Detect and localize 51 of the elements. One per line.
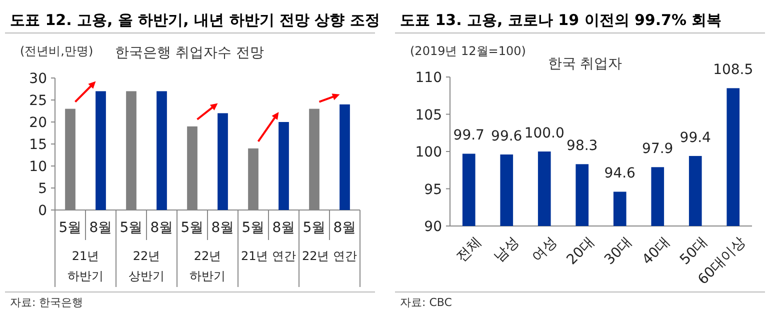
bar (96, 91, 106, 210)
chart-title: 도표 12. 고용, 올 하반기, 내년 하반기 전망 상향 조정 (10, 11, 380, 29)
chart-title: 도표 13. 고용, 코로나 19 이전의 99.7% 회복 (400, 11, 722, 29)
x-tick-label: 5월 (180, 220, 204, 236)
y-tick-label: 105 (415, 107, 442, 124)
data-label: 108.5 (713, 62, 754, 78)
y-tick-label: 95 (424, 182, 442, 198)
x-tick-label: 8월 (272, 220, 296, 236)
y-tick-label: 100 (415, 144, 442, 160)
x-tick-label: 5월 (58, 220, 82, 236)
text: 22년 하반기 (190, 249, 226, 283)
x-tick-label: 여성 (528, 234, 560, 266)
x-tick-label: 5월 (242, 220, 265, 236)
x-tick-label: 8월 (211, 220, 234, 236)
data-label: 99.4 (680, 130, 712, 146)
chart-subtitle: 한국 취업자 (548, 56, 622, 72)
chart-subtitle: 한국은행 취업자수 전망 (115, 45, 264, 61)
x-tick-label: 8월 (89, 220, 112, 236)
data-label: 100.0 (524, 126, 564, 142)
x-tick-label: 전체 (453, 234, 484, 266)
y-tick-label: 15 (29, 137, 47, 153)
text: 자료: 한국은행 (10, 296, 84, 309)
data-label: 94.6 (604, 166, 636, 182)
x-tick-label: 8월 (333, 220, 356, 236)
x-tick-label: 8월 (150, 220, 174, 236)
bar (340, 104, 350, 210)
x-tick-label: 5월 (302, 220, 326, 236)
y-tick-label: 10 (29, 159, 47, 175)
y-tick-label: 30 (29, 71, 47, 87)
bar (278, 122, 289, 210)
y-tick-label: 0 (38, 203, 47, 219)
bar (218, 113, 228, 210)
y-axis-title: (2019년 12월=100) (410, 44, 526, 58)
x-tick-label: 남성 (491, 234, 522, 266)
text: 자료: CBC (400, 296, 452, 309)
text: 22년 상반기 (128, 249, 164, 283)
y-tick-label: 20 (29, 115, 47, 131)
y-tick-label: 25 (29, 93, 47, 109)
data-label: 98.3 (566, 138, 598, 154)
text: 22년 연간 (302, 249, 358, 263)
data-label: 99.7 (453, 128, 484, 144)
x-tick-label: 5월 (120, 220, 143, 236)
y-tick-label: 110 (415, 70, 442, 86)
data-label: 99.6 (491, 128, 522, 144)
text: 21년 하반기 (68, 249, 104, 283)
y-tick-label: 5 (38, 181, 47, 197)
text: 21년 연간 (240, 249, 296, 263)
y-axis-title: (전년비,만명) (20, 44, 94, 58)
y-tick-label: 90 (424, 219, 442, 235)
bar (156, 91, 167, 210)
data-label: 97.9 (642, 141, 674, 158)
